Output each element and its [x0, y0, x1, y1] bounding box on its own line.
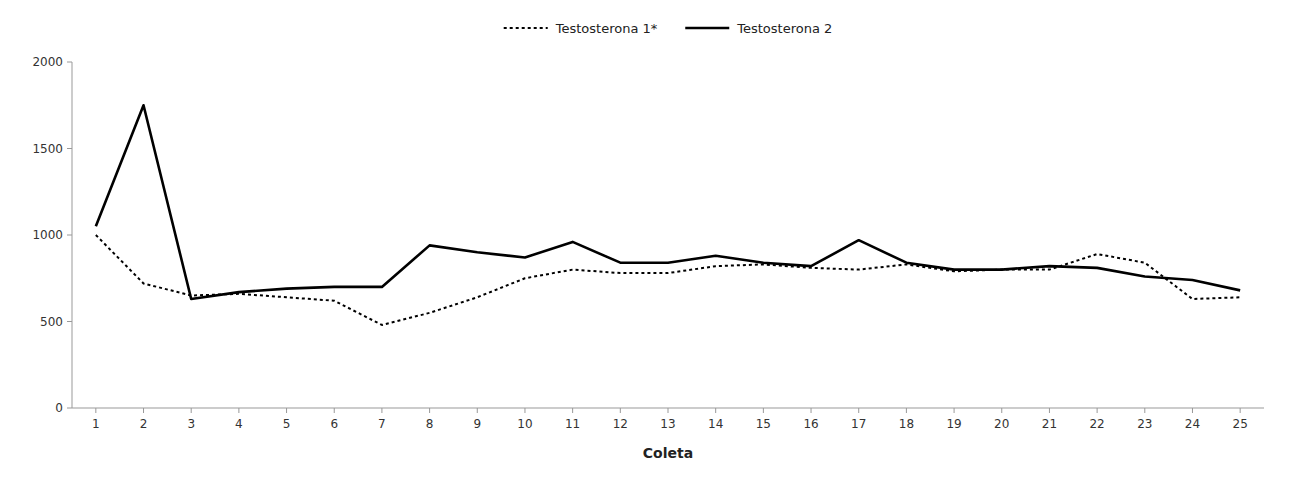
y-tick-label: 1000 [32, 228, 63, 242]
legend-label: Testosterona 1* [555, 21, 658, 36]
x-tick [1240, 408, 1241, 413]
x-tick [238, 408, 239, 413]
y-tick [67, 148, 72, 149]
y-tick [67, 321, 72, 322]
x-tick-label: 18 [899, 417, 914, 431]
x-tick [715, 408, 716, 413]
x-tick-label: 3 [187, 417, 195, 431]
x-tick [1049, 408, 1050, 413]
x-axis-label: Coleta [643, 445, 693, 461]
x-tick-label: 21 [1042, 417, 1057, 431]
axes: 1234567891011121314151617181920212223242… [32, 55, 1264, 431]
x-tick-label: 2 [140, 417, 148, 431]
x-tick-label: 22 [1089, 417, 1104, 431]
x-tick [381, 408, 382, 413]
x-tick-label: 6 [330, 417, 338, 431]
series-line [96, 105, 1240, 299]
x-tick-label: 5 [283, 417, 291, 431]
y-tick [67, 408, 72, 409]
x-tick [1001, 408, 1002, 413]
legend-swatch [685, 27, 729, 30]
series-line [96, 235, 1240, 325]
x-tick [811, 408, 812, 413]
x-tick-label: 24 [1185, 417, 1200, 431]
x-tick [668, 408, 669, 413]
x-tick [620, 408, 621, 413]
y-tick-label: 1500 [32, 142, 63, 156]
x-tick-label: 11 [565, 417, 580, 431]
x-tick-label: 25 [1233, 417, 1248, 431]
x-tick-label: 12 [613, 417, 628, 431]
y-tick [67, 235, 72, 236]
x-tick [858, 408, 859, 413]
x-tick [477, 408, 478, 413]
x-tick-label: 16 [803, 417, 818, 431]
y-tick [67, 62, 72, 63]
x-tick [334, 408, 335, 413]
x-tick [1097, 408, 1098, 413]
x-tick [572, 408, 573, 413]
x-tick [286, 408, 287, 413]
x-tick-label: 17 [851, 417, 866, 431]
x-tick-label: 8 [426, 417, 434, 431]
x-tick [429, 408, 430, 413]
x-tick [524, 408, 525, 413]
x-tick-label: 13 [660, 417, 675, 431]
y-tick-label: 2000 [32, 55, 63, 69]
x-tick [763, 408, 764, 413]
x-tick [906, 408, 907, 413]
x-tick [143, 408, 144, 413]
x-tick-label: 19 [946, 417, 961, 431]
x-tick [1192, 408, 1193, 413]
x-tick-label: 23 [1137, 417, 1152, 431]
x-tick-label: 20 [994, 417, 1009, 431]
x-tick-label: 15 [756, 417, 771, 431]
legend-label: Testosterona 2 [736, 21, 832, 36]
x-tick-label: 10 [517, 417, 532, 431]
x-tick-label: 14 [708, 417, 723, 431]
x-tick-label: 7 [378, 417, 386, 431]
x-tick-label: 4 [235, 417, 243, 431]
y-tick-label: 500 [40, 315, 63, 329]
lines [96, 105, 1240, 325]
legend-swatch [504, 27, 548, 29]
chart: 1234567891011121314151617181920212223242… [0, 0, 1294, 478]
x-tick-label: 1 [92, 417, 100, 431]
x-tick [191, 408, 192, 413]
x-tick-label: 9 [473, 417, 481, 431]
x-tick [95, 408, 96, 413]
y-tick-label: 0 [55, 401, 63, 415]
legend: Testosterona 1* Testosterona 2 [504, 21, 833, 36]
x-tick [954, 408, 955, 413]
x-tick [1144, 408, 1145, 413]
